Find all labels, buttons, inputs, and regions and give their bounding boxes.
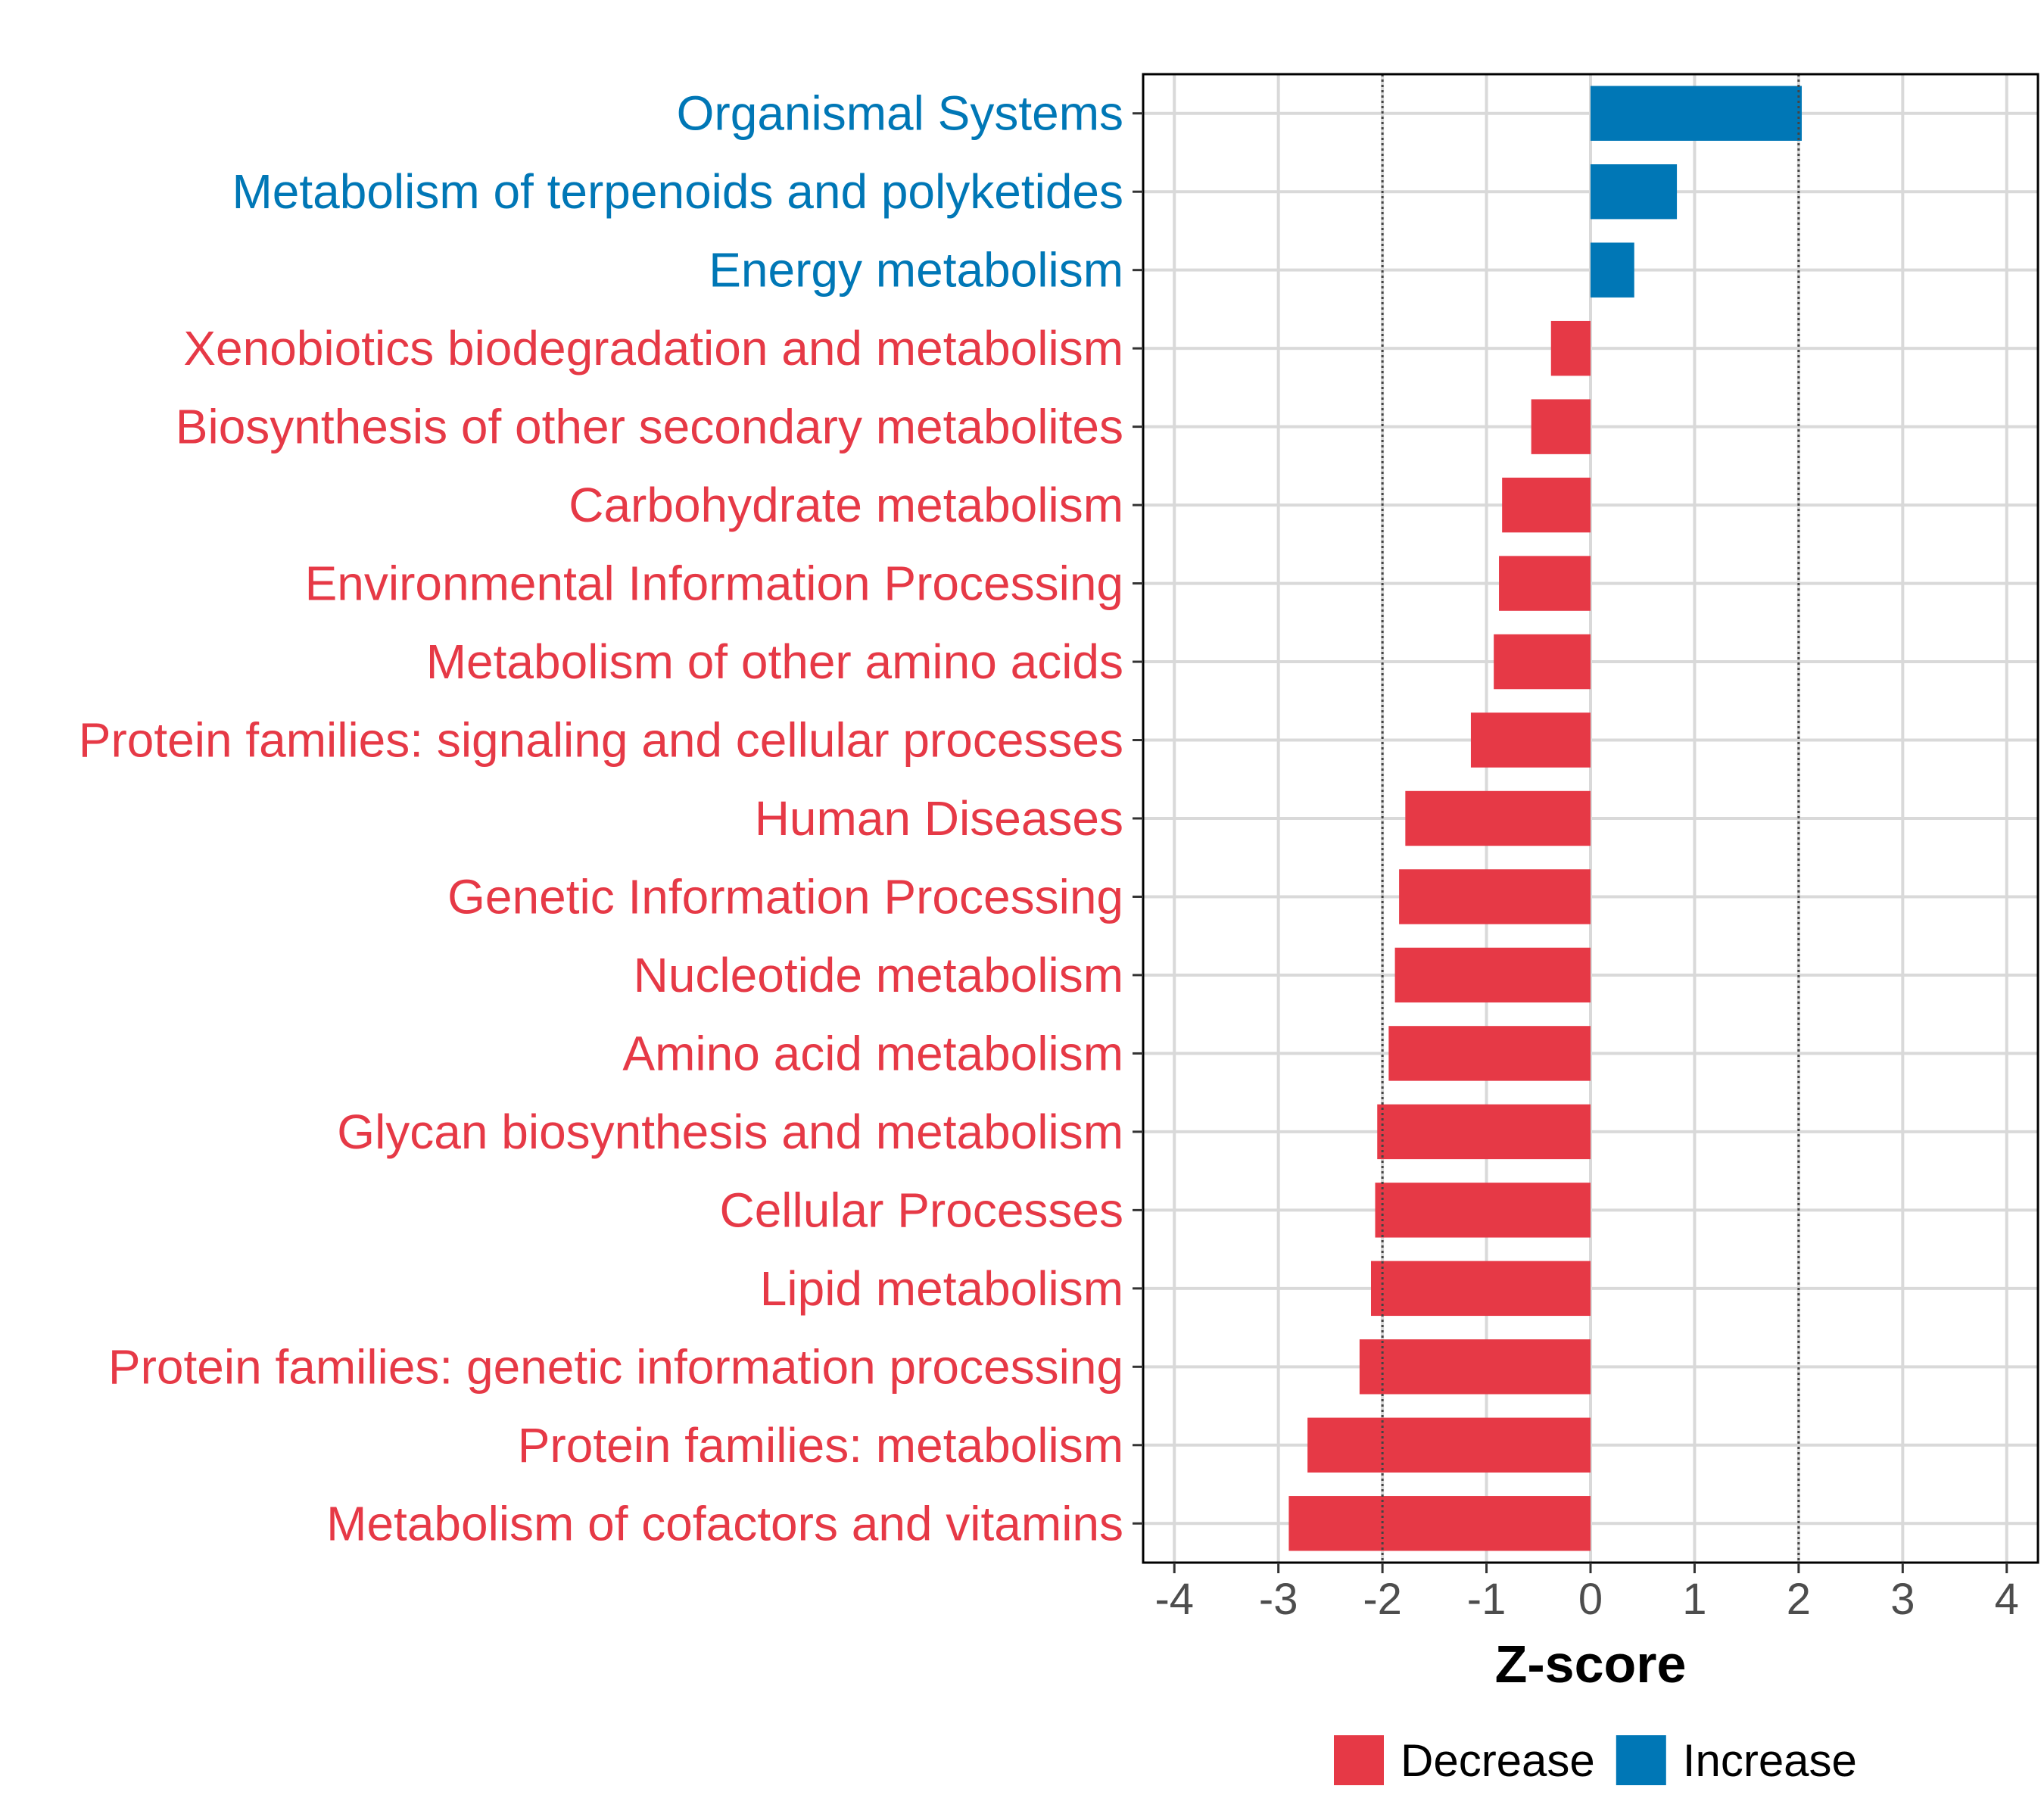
bar-8 <box>1494 634 1591 690</box>
category-label-4: Xenobiotics biodegradation and metabolis… <box>183 321 1123 376</box>
bar-19 <box>1288 1496 1591 1551</box>
x-tick-label-0: -4 <box>1154 1575 1194 1624</box>
reference-lines <box>1381 74 1800 1563</box>
category-label-1: Organismal Systems <box>677 86 1123 141</box>
bar-18 <box>1307 1417 1591 1473</box>
bar-13 <box>1388 1026 1591 1081</box>
category-label-8: Metabolism of other amino acids <box>426 634 1123 689</box>
x-tick-label-8: 4 <box>1995 1575 2019 1624</box>
category-label-2: Metabolism of terpenoids and polyketides <box>232 164 1123 219</box>
bar-16 <box>1370 1261 1591 1317</box>
x-tick-label-6: 2 <box>1787 1575 1811 1624</box>
category-label-19: Metabolism of cofactors and vitamins <box>326 1496 1123 1551</box>
bar-2 <box>1591 164 1678 220</box>
x-tick-label-7: 3 <box>1890 1575 1915 1624</box>
category-label-15: Cellular Processes <box>719 1183 1123 1237</box>
category-label-11: Genetic Information Processing <box>447 869 1123 924</box>
bars <box>1288 86 1803 1551</box>
bar-3 <box>1591 242 1634 298</box>
category-label-9: Protein families: signaling and cellular… <box>79 713 1123 768</box>
category-label-5: Biosynthesis of other secondary metaboli… <box>176 400 1123 454</box>
category-label-10: Human Diseases <box>755 791 1123 846</box>
x-axis: -4 -3 -2 -1 0 1 2 3 4 <box>1154 1563 2019 1624</box>
bar-4 <box>1550 320 1591 376</box>
bar-17 <box>1359 1339 1591 1395</box>
category-label-13: Amino acid metabolism <box>622 1026 1123 1080</box>
y-axis: Organismal Systems Metabolism of terpenoi… <box>79 86 1143 1551</box>
x-tick-label-1: -3 <box>1259 1575 1298 1624</box>
bar-6 <box>1502 477 1591 533</box>
x-tick-label-4: 0 <box>1578 1575 1603 1624</box>
legend-label-increase: Increase <box>1683 1735 1857 1786</box>
legend-key-decrease <box>1334 1735 1384 1785</box>
legend-key-increase <box>1616 1735 1666 1785</box>
category-label-12: Nucleotide metabolism <box>634 948 1123 1002</box>
category-label-3: Energy metabolism <box>709 243 1123 298</box>
bar-7 <box>1499 556 1591 611</box>
bar-10 <box>1405 790 1591 846</box>
category-label-16: Lipid metabolism <box>760 1261 1123 1316</box>
bar-11 <box>1399 869 1591 924</box>
category-label-6: Carbohydrate metabolism <box>569 478 1123 532</box>
x-axis-title: Z-score <box>1495 1635 1687 1694</box>
bar-5 <box>1531 399 1591 454</box>
bar-15 <box>1375 1183 1591 1238</box>
category-label-18: Protein families: metabolism <box>518 1418 1123 1473</box>
category-label-14: Glycan biosynthesis and metabolism <box>337 1105 1123 1159</box>
category-label-17: Protein families: genetic information pr… <box>108 1339 1123 1394</box>
x-tick-label-5: 1 <box>1682 1575 1706 1624</box>
bar-12 <box>1394 947 1591 1003</box>
legend-label-decrease: Decrease <box>1401 1735 1595 1786</box>
bar-9 <box>1470 712 1591 768</box>
bar-14 <box>1377 1104 1591 1160</box>
legend: Decrease Increase <box>1334 1735 1857 1786</box>
x-tick-label-2: -2 <box>1363 1575 1402 1624</box>
category-label-7: Environmental Information Processing <box>305 556 1123 611</box>
bar-1 <box>1591 86 1803 141</box>
x-tick-label-3: -1 <box>1467 1575 1507 1624</box>
